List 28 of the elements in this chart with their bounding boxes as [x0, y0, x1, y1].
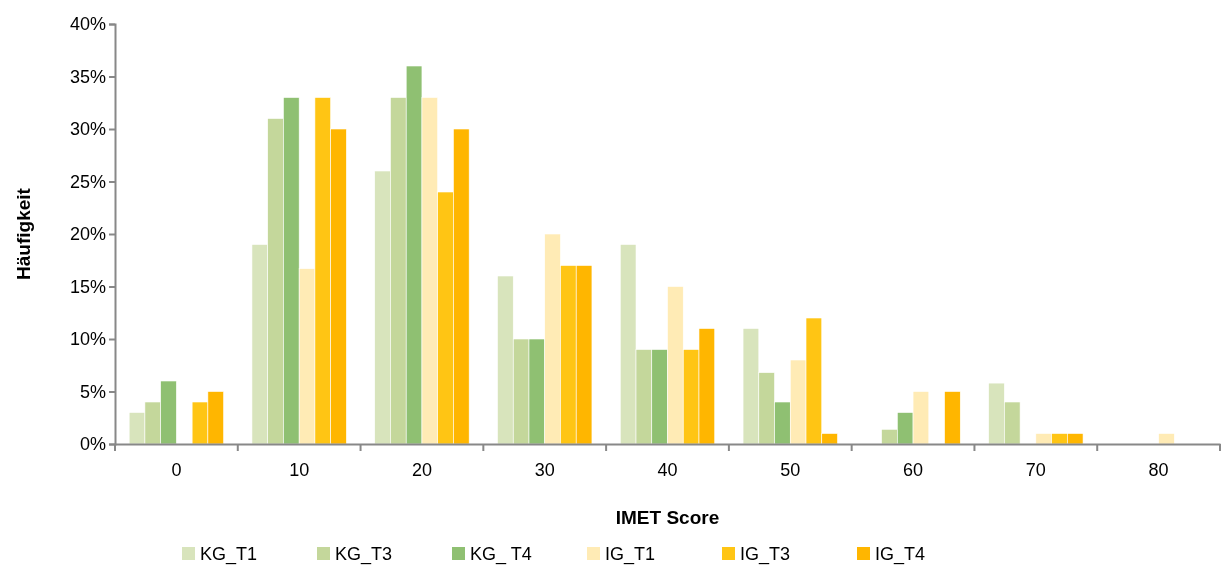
y-tick-label: 15%: [69, 276, 106, 297]
x-tick-label: 0: [171, 459, 182, 480]
y-axis-title: Häufigkeit: [13, 187, 34, 280]
x-tick-label: 20: [411, 459, 432, 480]
y-tick-label: 5%: [79, 381, 106, 402]
y-tick-label: 40%: [69, 14, 106, 35]
y-tick-label: 35%: [69, 66, 106, 87]
y-tick-label: 10%: [69, 329, 106, 350]
legend-label: KG_T1: [200, 544, 258, 566]
y-tick-label: 0%: [79, 434, 106, 455]
x-tick-label: 50: [780, 459, 801, 480]
x-tick-label: 30: [534, 459, 555, 480]
y-tick-label: 20%: [69, 224, 106, 245]
bar: [944, 391, 961, 445]
x-tick-label: 70: [1025, 459, 1046, 480]
y-tick-label: 25%: [69, 171, 106, 192]
y-tick-label: 30%: [69, 119, 106, 140]
x-tick-label: 40: [657, 459, 678, 480]
legend-label: IG_T4: [875, 544, 926, 566]
x-tick-label: 10: [289, 459, 310, 480]
legend-label: IG_T1: [605, 544, 656, 566]
x-tick-label: 80: [1148, 459, 1169, 480]
legend-label: KG_ T4: [470, 544, 532, 566]
x-axis-title: IMET Score: [615, 507, 720, 528]
bar: [1158, 433, 1175, 445]
legend-label: IG_T3: [740, 544, 791, 566]
legend-label: KG_T3: [335, 544, 393, 566]
x-tick-label: 60: [903, 459, 924, 480]
